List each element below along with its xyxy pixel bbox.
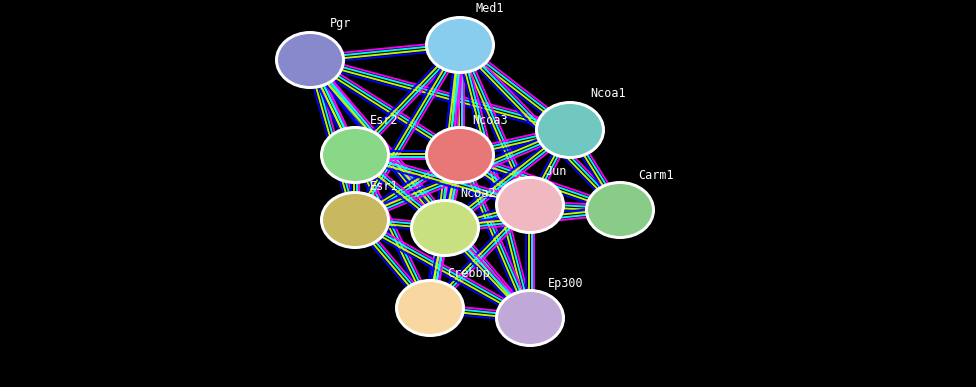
Text: Ncoa1: Ncoa1 [590,87,626,100]
Ellipse shape [425,16,495,74]
Ellipse shape [395,279,465,337]
Ellipse shape [495,289,565,347]
Ellipse shape [278,34,342,86]
Ellipse shape [588,184,652,236]
Ellipse shape [498,179,562,231]
Text: Pgr: Pgr [330,17,351,30]
Ellipse shape [323,129,387,181]
Text: Esr1: Esr1 [370,180,398,193]
Ellipse shape [275,31,345,89]
Ellipse shape [428,129,492,181]
Ellipse shape [425,126,495,184]
Text: Crebbp: Crebbp [447,267,490,280]
Ellipse shape [323,194,387,246]
Ellipse shape [498,292,562,344]
Ellipse shape [410,199,480,257]
Text: Ep300: Ep300 [548,277,584,290]
Text: Esr2: Esr2 [370,114,398,127]
Text: Ncoa3: Ncoa3 [472,114,508,127]
Ellipse shape [413,202,477,254]
Ellipse shape [535,101,605,159]
Text: Carm1: Carm1 [638,169,673,182]
Ellipse shape [495,176,565,234]
Ellipse shape [398,282,462,334]
Text: Ncoa2: Ncoa2 [460,187,496,200]
Ellipse shape [320,126,390,184]
Ellipse shape [585,181,655,239]
Ellipse shape [428,19,492,71]
Text: Jun: Jun [545,165,566,178]
Text: Med1: Med1 [475,2,504,15]
Ellipse shape [538,104,602,156]
Ellipse shape [320,191,390,249]
